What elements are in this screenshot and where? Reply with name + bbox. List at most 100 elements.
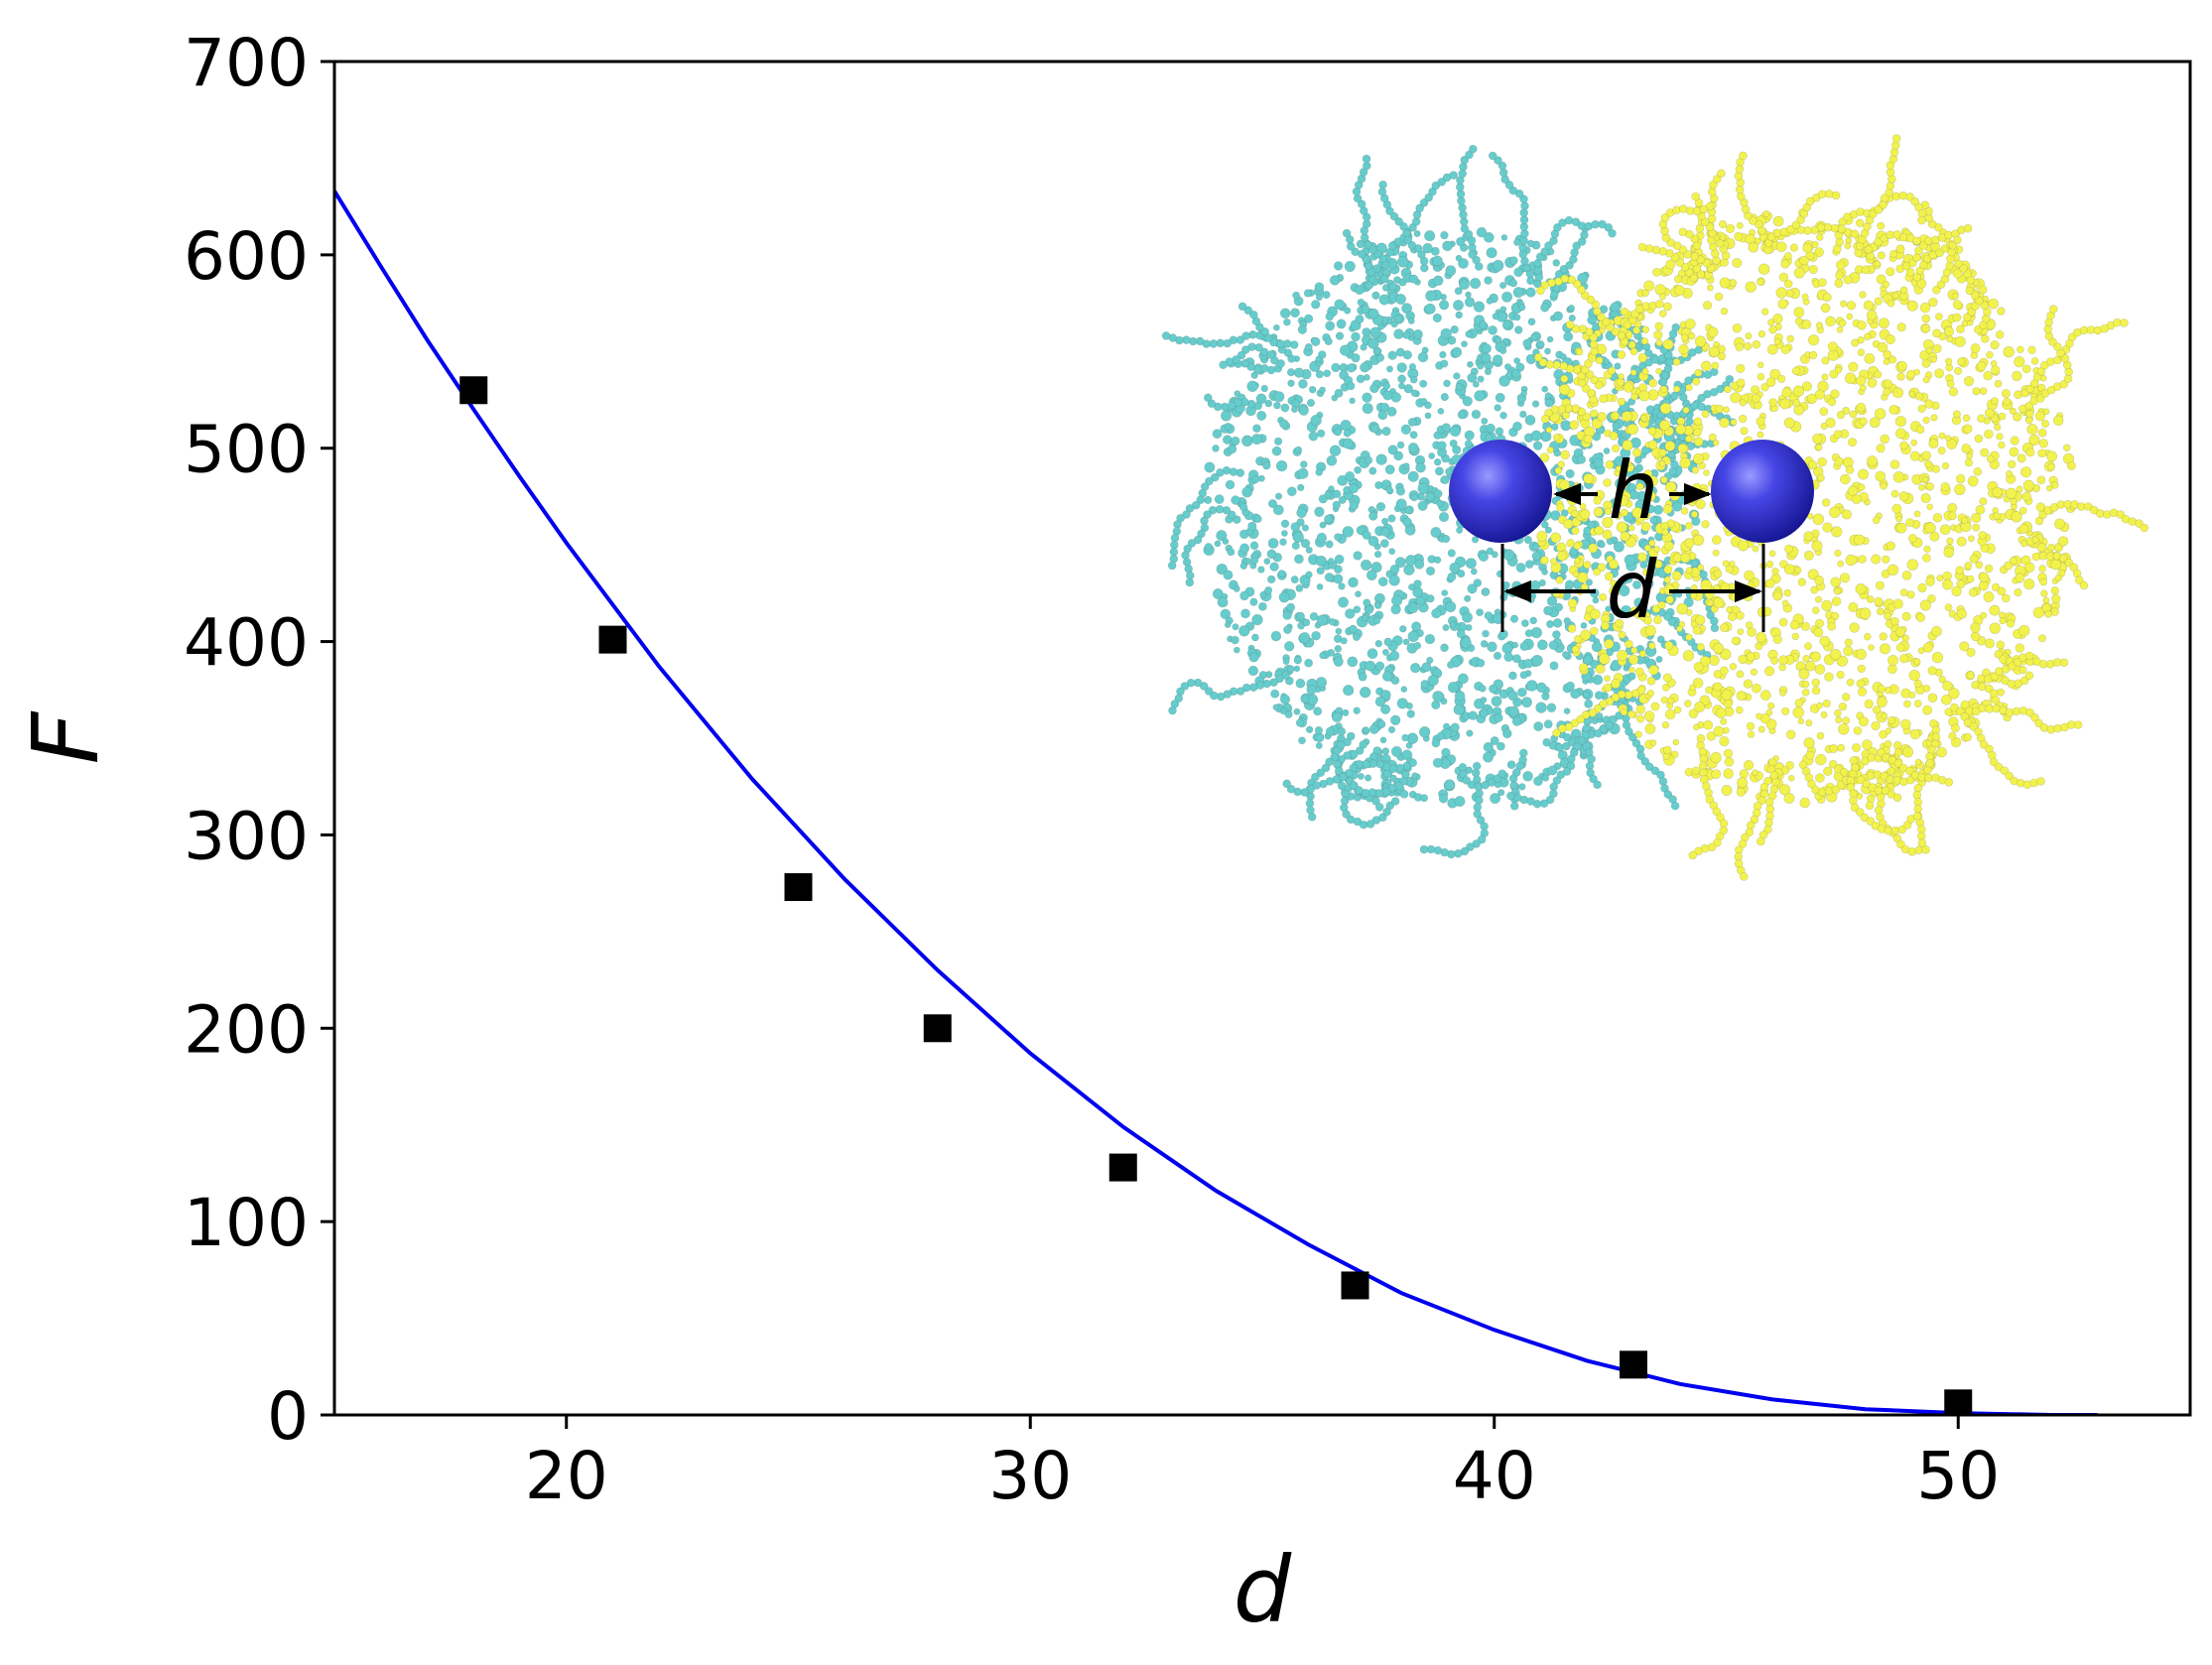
bead bbox=[2018, 506, 2027, 515]
bead bbox=[1957, 357, 1966, 366]
bead bbox=[1785, 729, 1796, 740]
bead bbox=[1836, 670, 1845, 680]
bead bbox=[1592, 596, 1600, 604]
bead bbox=[1273, 391, 1285, 403]
chain-bead bbox=[1709, 181, 1718, 190]
chain-bead bbox=[1211, 472, 1220, 482]
bead bbox=[1399, 789, 1409, 799]
chain-bead bbox=[1768, 757, 1777, 767]
bead bbox=[1962, 414, 1971, 423]
bead bbox=[1513, 267, 1523, 278]
bead bbox=[1811, 686, 1821, 696]
bead bbox=[1294, 446, 1303, 454]
bead bbox=[2050, 559, 2062, 571]
bead bbox=[1799, 797, 1811, 809]
bead bbox=[2017, 624, 2030, 637]
bead bbox=[1417, 482, 1430, 495]
bead bbox=[1511, 641, 1519, 649]
bead bbox=[1422, 242, 1433, 254]
bead bbox=[1552, 259, 1560, 267]
bead bbox=[1597, 412, 1608, 422]
bead bbox=[1772, 314, 1783, 324]
bead bbox=[1978, 572, 1990, 582]
bead bbox=[1631, 468, 1639, 476]
chain-bead bbox=[1934, 222, 1943, 232]
bead bbox=[1358, 672, 1367, 682]
chain-bead bbox=[1493, 774, 1502, 784]
bead bbox=[1507, 690, 1518, 702]
bead bbox=[1556, 551, 1568, 562]
bead bbox=[1287, 665, 1295, 674]
bead bbox=[1694, 702, 1706, 713]
bead bbox=[1345, 470, 1356, 481]
bead bbox=[1620, 508, 1628, 517]
chain-bead bbox=[1750, 815, 1759, 825]
bead bbox=[1328, 558, 1335, 565]
bead bbox=[1986, 350, 1994, 359]
bead bbox=[1841, 509, 1852, 520]
bead bbox=[1736, 378, 1746, 388]
bead bbox=[1829, 506, 1841, 519]
bead bbox=[1547, 765, 1558, 776]
chain-bead bbox=[1914, 202, 1923, 212]
bead bbox=[1447, 681, 1460, 694]
bead bbox=[1414, 559, 1425, 570]
bead bbox=[1807, 460, 1818, 470]
chain-bead bbox=[1919, 260, 1928, 270]
bead bbox=[1835, 271, 1845, 281]
bead bbox=[1627, 524, 1635, 532]
bead bbox=[1342, 526, 1355, 538]
bead bbox=[1955, 566, 1965, 576]
bead bbox=[1621, 411, 1633, 423]
bead bbox=[1543, 605, 1553, 616]
bead bbox=[1866, 310, 1878, 321]
bead bbox=[1239, 562, 1248, 570]
chain-bead bbox=[2116, 510, 2126, 519]
y-tick-label: 400 bbox=[184, 605, 309, 682]
bead bbox=[1445, 467, 1454, 476]
bead bbox=[1241, 486, 1253, 498]
chain-bead bbox=[1963, 223, 1973, 233]
chain-bead bbox=[1645, 405, 1655, 414]
bead bbox=[1989, 622, 2002, 634]
bead bbox=[1653, 329, 1663, 340]
bead bbox=[1831, 596, 1842, 606]
bead bbox=[1664, 708, 1676, 720]
bead bbox=[1939, 524, 1951, 536]
chain-bead bbox=[1525, 269, 1535, 279]
bead bbox=[1649, 516, 1658, 525]
bead bbox=[1440, 230, 1449, 240]
bead bbox=[1884, 686, 1892, 695]
bead bbox=[1325, 726, 1335, 736]
bead bbox=[1369, 326, 1381, 338]
bead bbox=[1647, 427, 1657, 436]
bead bbox=[2063, 444, 2071, 451]
bead bbox=[1442, 534, 1451, 543]
bead bbox=[1874, 596, 1884, 607]
bead bbox=[1703, 469, 1710, 476]
chain-bead bbox=[1337, 740, 1346, 750]
bead bbox=[1757, 372, 1765, 381]
chain-bead bbox=[1366, 820, 1375, 829]
y-axis-label: F bbox=[13, 710, 119, 764]
bead bbox=[2023, 578, 2035, 590]
bead bbox=[1374, 661, 1385, 671]
bead bbox=[1310, 300, 1321, 310]
bead bbox=[1726, 605, 1734, 613]
bead bbox=[1999, 617, 2007, 625]
chain-bead bbox=[1850, 803, 1860, 813]
bead bbox=[1990, 414, 2000, 423]
bead bbox=[1374, 696, 1386, 707]
chain-bead bbox=[1466, 842, 1475, 851]
bead bbox=[1449, 425, 1461, 438]
chain-bead bbox=[1571, 324, 1581, 333]
bead bbox=[1752, 769, 1759, 777]
chain-bead bbox=[1535, 252, 1545, 262]
bead bbox=[1941, 694, 1952, 705]
bead bbox=[1963, 376, 1975, 387]
bead bbox=[1791, 632, 1800, 641]
bead bbox=[1313, 706, 1323, 716]
y-tick-label: 600 bbox=[184, 218, 309, 295]
bead bbox=[1593, 496, 1602, 505]
chain-bead bbox=[1572, 279, 1582, 289]
